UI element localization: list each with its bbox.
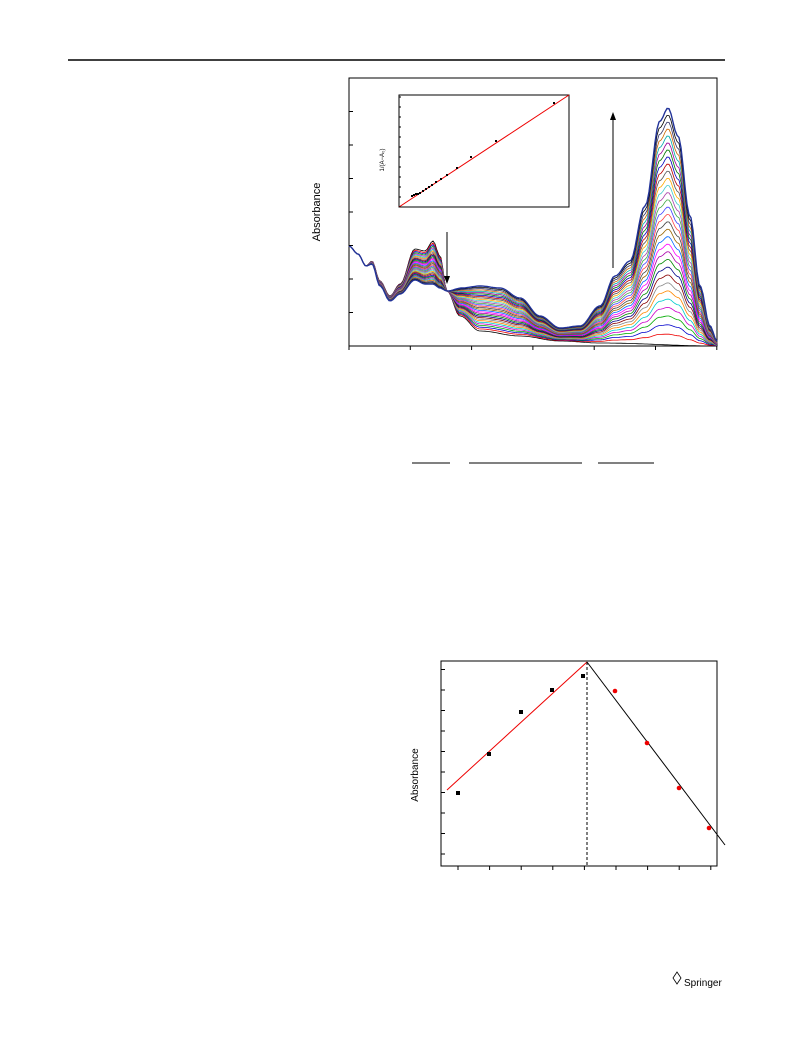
- inset-point: [470, 156, 472, 158]
- point: [706, 825, 712, 831]
- spectrum-curve: [348, 107, 718, 342]
- point: [550, 688, 554, 692]
- plot-frame: [440, 660, 718, 867]
- inset-point: [419, 192, 421, 194]
- point: [487, 752, 491, 756]
- spectrum-curve: [348, 149, 718, 343]
- fit-line: [586, 661, 726, 846]
- spectrum-curve: [348, 185, 718, 343]
- fit-line: [446, 661, 588, 791]
- publisher-name: Springer: [684, 978, 722, 989]
- logo-icon: [672, 971, 682, 985]
- spectrum-curve: [348, 156, 718, 343]
- inset-point: [431, 184, 433, 186]
- publisher-logo: Springer: [672, 971, 722, 989]
- point: [519, 710, 523, 714]
- point: [456, 791, 460, 795]
- inset-point: [428, 186, 430, 188]
- spectrum-curve: [348, 199, 718, 344]
- spectrum-curve: [348, 128, 718, 342]
- inset-point: [456, 167, 458, 169]
- inset-point: [425, 188, 427, 190]
- spectrum-curve: [348, 142, 718, 342]
- inset-point: [417, 193, 419, 195]
- arrow-head: [610, 112, 616, 120]
- points: [456, 674, 712, 831]
- spectra-curves: [348, 107, 718, 347]
- inset-point: [435, 181, 437, 183]
- spectrum-curve: [348, 163, 718, 343]
- spectrum-curve: [348, 121, 718, 342]
- spectra-figure: Absorbance 1/(A−A₀): [311, 77, 718, 350]
- inset-point: [415, 193, 417, 195]
- inset-point: [422, 190, 424, 192]
- point: [612, 688, 618, 694]
- inset-points: [411, 102, 555, 197]
- inset-fit-line: [398, 94, 570, 208]
- point: [676, 785, 682, 791]
- inset-point: [440, 178, 442, 180]
- inset-point: [446, 174, 448, 176]
- spectrum-curve: [348, 192, 718, 344]
- point: [644, 740, 650, 746]
- spectrum-curve: [348, 135, 718, 342]
- job-plot-figure: Absorbance: [410, 660, 726, 870]
- inset-y-label: 1/(A−A₀): [380, 149, 386, 172]
- arrow-head: [444, 276, 450, 284]
- point: [581, 674, 585, 678]
- inset-point: [411, 195, 413, 197]
- inset-point: [553, 102, 555, 104]
- inset-point: [495, 140, 497, 142]
- y-axis-label: Absorbance: [410, 748, 421, 802]
- spectrum-curve: [348, 245, 718, 345]
- inset-point: [413, 194, 415, 196]
- y-axis-label: Absorbance: [311, 183, 323, 242]
